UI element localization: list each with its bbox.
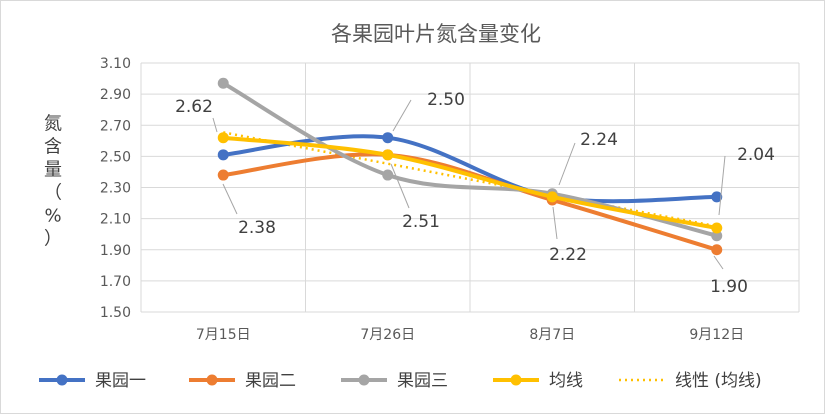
label-leader-line <box>390 163 410 209</box>
y-tick-label: 1.50 <box>100 305 131 321</box>
series-line <box>221 135 719 230</box>
series-layer <box>217 77 723 256</box>
legend-item-4: 均线 <box>493 371 583 391</box>
data-label: 2.51 <box>402 212 440 232</box>
series-point <box>546 191 558 203</box>
y-axis-ticks: 1.50 1.70 1.90 2.10 2.30 2.50 2.70 2.90 3.10 <box>100 56 131 321</box>
label-leader-line <box>392 99 412 132</box>
series-point <box>382 132 394 144</box>
series-point <box>711 222 723 234</box>
series-point <box>382 169 394 181</box>
y-tick-label: 1.70 <box>100 274 131 290</box>
legend-label: 果园二 <box>245 371 296 391</box>
series-4 <box>217 132 723 234</box>
y-tick-label: 2.30 <box>100 181 131 197</box>
label-leader-line <box>713 255 724 270</box>
y-tick-label: 1.90 <box>100 243 131 259</box>
y-tick-label: 3.10 <box>100 56 131 72</box>
data-label: 2.04 <box>737 145 775 165</box>
data-label: 2.38 <box>238 218 276 238</box>
x-tick-label: 7月15日 <box>196 327 251 343</box>
legend-marker <box>510 374 522 386</box>
y-tick-label: 2.50 <box>100 149 131 165</box>
label-leader-line <box>552 206 558 240</box>
chart-title: 各果园叶片氮含量变化 <box>331 22 541 46</box>
y-tick-label: 2.10 <box>100 212 131 228</box>
legend-marker <box>56 374 68 386</box>
legend-label: 果园三 <box>397 371 448 391</box>
legend-marker <box>206 374 218 386</box>
legend-item-1: 果园一 <box>39 371 146 391</box>
series-point <box>217 77 229 89</box>
legend-marker <box>358 374 370 386</box>
x-tick-label: 9月12日 <box>689 327 744 343</box>
legend-label: 果园一 <box>95 371 146 391</box>
y-axis-label: 氮含量（%） <box>44 114 62 250</box>
y-tick-label: 2.70 <box>100 118 131 134</box>
label-leader-line <box>558 142 576 186</box>
label-leader-line <box>212 117 218 133</box>
series-point <box>217 169 229 181</box>
series-point <box>711 191 723 203</box>
legend-label: 线性 (均线) <box>675 371 762 391</box>
legend: 果园一 果园二 果园三 均线 线性 (均线) <box>39 371 762 391</box>
legend-item-2: 果园二 <box>189 371 296 391</box>
data-labels: 2.62 2.38 2.50 2.51 2.24 2.22 2.04 1.90 <box>175 90 775 297</box>
data-label: 2.22 <box>549 245 587 265</box>
label-leader-line <box>222 183 238 215</box>
series-point <box>217 149 229 161</box>
x-tick-label: 8月7日 <box>529 327 575 343</box>
data-label: 2.62 <box>175 97 213 117</box>
data-label: 2.50 <box>427 90 465 110</box>
series-point <box>217 132 229 144</box>
series-point <box>382 149 394 161</box>
legend-label: 均线 <box>549 371 583 391</box>
label-leader-line <box>718 155 726 216</box>
series-point <box>711 230 723 242</box>
x-axis-ticks: 7月15日 7月26日 8月7日 9月12日 <box>196 327 744 343</box>
x-tick-label: 7月26日 <box>360 327 415 343</box>
series-point <box>711 244 723 256</box>
legend-item-3: 果园三 <box>341 371 448 391</box>
legend-item-trendline: 线性 (均线) <box>619 371 762 391</box>
data-label: 2.24 <box>580 130 618 150</box>
y-tick-label: 2.90 <box>100 87 131 103</box>
data-label: 1.90 <box>710 277 748 297</box>
